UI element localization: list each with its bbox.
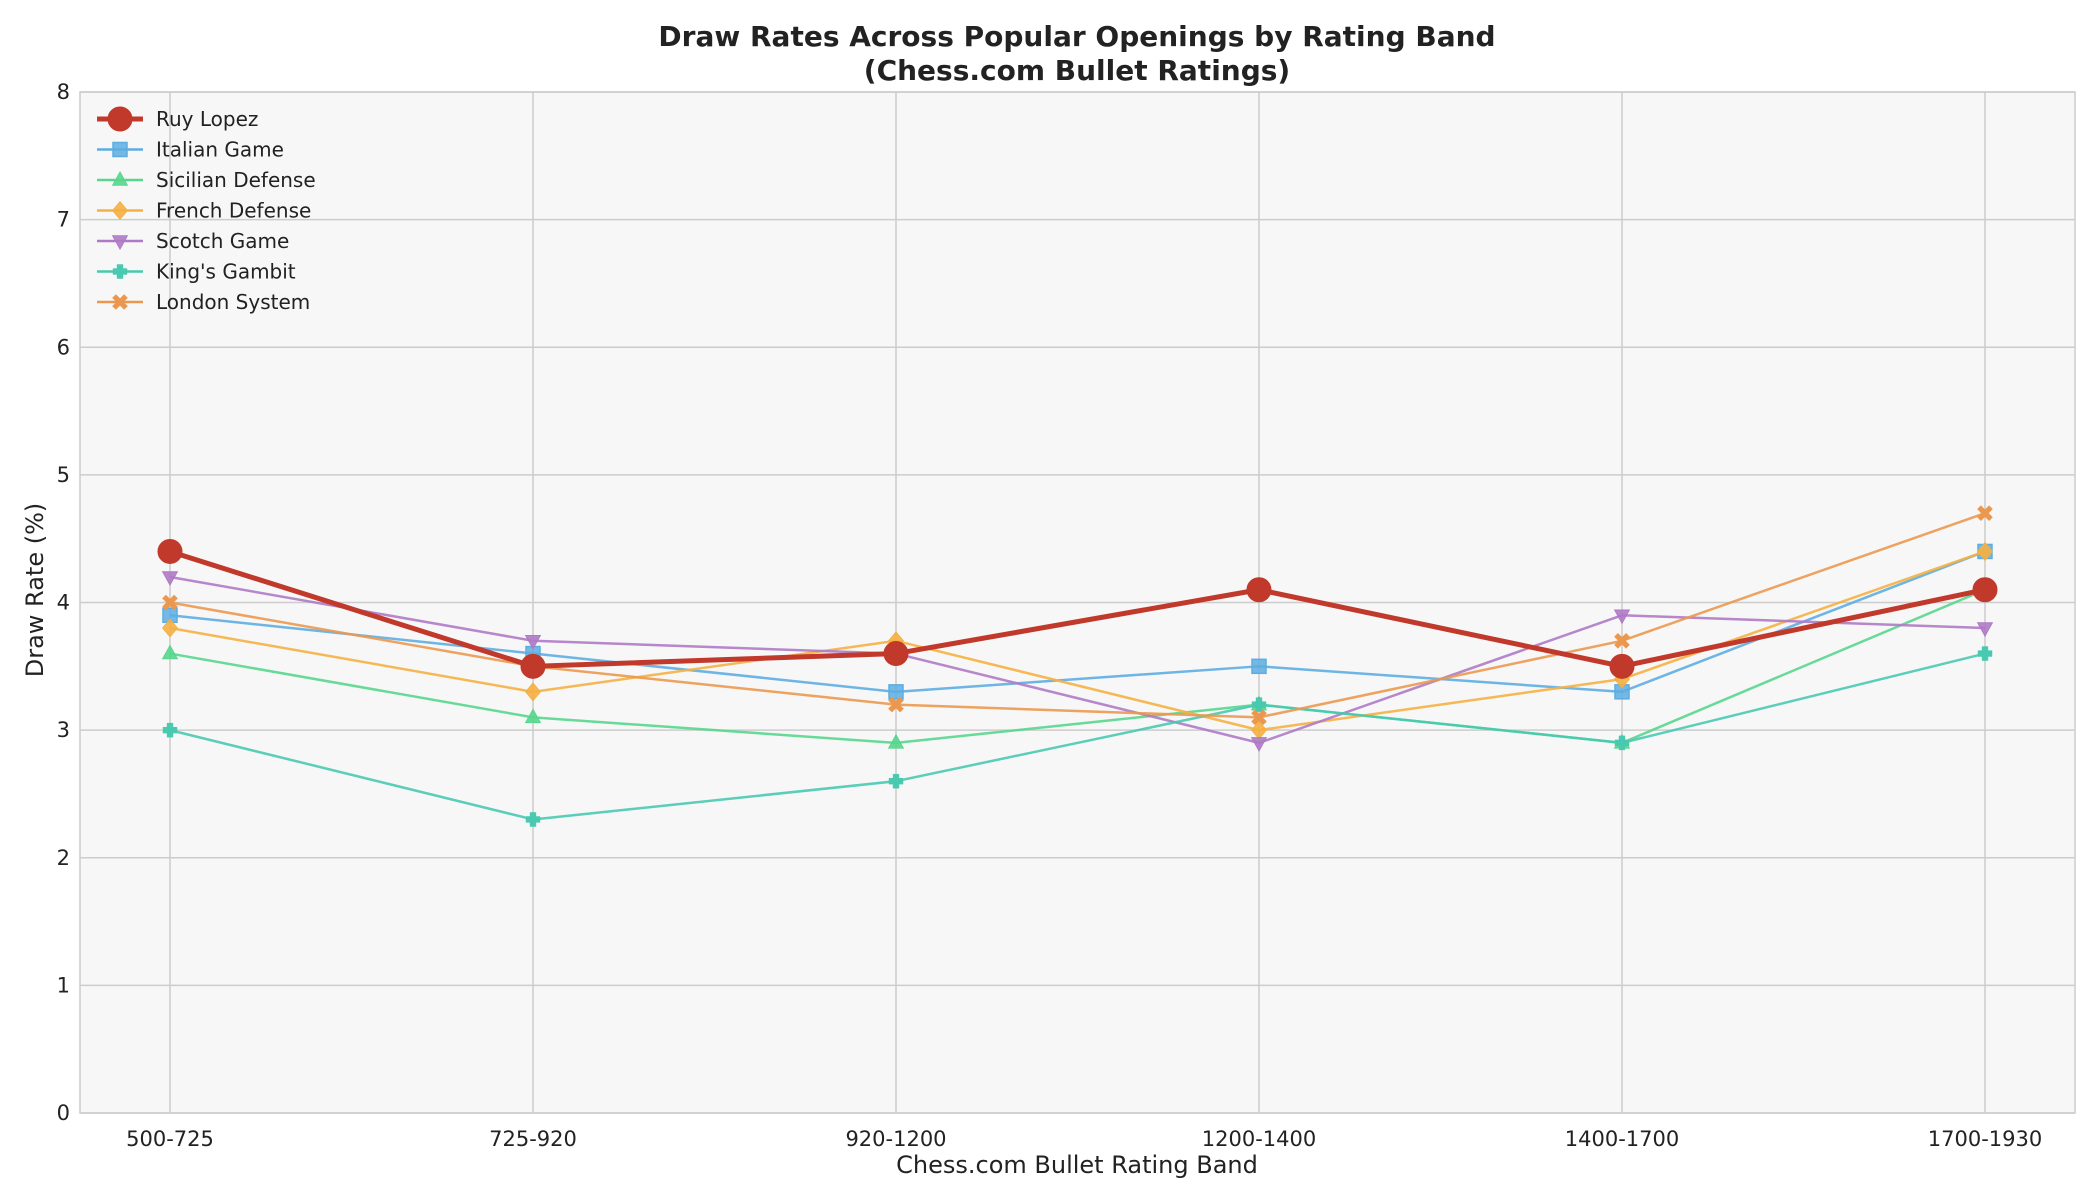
data-point xyxy=(1251,709,1267,726)
y-axis-ticks: 0 1 2 3 4 5 6 7 8 xyxy=(57,80,70,1125)
data-point xyxy=(1977,646,1993,661)
y-tick-label: 3 xyxy=(57,718,70,742)
legend-marker xyxy=(111,170,129,186)
data-point xyxy=(888,684,904,700)
data-point xyxy=(161,644,179,660)
legend-marker xyxy=(112,294,128,310)
data-point xyxy=(157,538,183,564)
x-marker-stroke xyxy=(1614,632,1630,649)
data-point xyxy=(161,571,179,587)
chart-title: Draw Rates Across Popular Openings by Ra… xyxy=(658,20,1495,53)
data-point xyxy=(1972,577,1998,603)
legend: Ruy Lopez Italian Game Sicilian Defense Fre… xyxy=(97,106,316,314)
legend-item: Scotch Game xyxy=(97,229,289,253)
data-point xyxy=(1251,658,1267,675)
y-tick-label: 0 xyxy=(57,1101,70,1125)
data-point xyxy=(1976,622,1994,638)
data-point xyxy=(883,641,909,667)
data-point xyxy=(1609,653,1635,679)
series-ruy-lopez xyxy=(157,538,1998,679)
series-line xyxy=(169,652,1986,821)
y-tick-label: 1 xyxy=(57,973,70,997)
data-point xyxy=(162,594,178,611)
x-tick-label: 500-725 xyxy=(126,1127,214,1151)
x-marker-stroke xyxy=(1251,709,1267,726)
y-tick-label: 8 xyxy=(57,80,70,104)
series-king-s-gambit xyxy=(162,646,1993,827)
series-line xyxy=(169,575,1986,745)
legend-marker xyxy=(112,264,128,279)
data-point xyxy=(161,618,179,638)
legend-label: Scotch Game xyxy=(156,229,289,253)
x-marker-stroke xyxy=(162,594,178,611)
legend-item: London System xyxy=(97,290,310,314)
y-tick-label: 2 xyxy=(57,846,70,870)
legend-marker xyxy=(111,235,129,251)
data-point xyxy=(1976,541,1994,561)
legend-item: Ruy Lopez xyxy=(97,106,258,132)
series-line xyxy=(169,550,1986,732)
series-line xyxy=(169,511,1986,719)
legend-label: Ruy Lopez xyxy=(156,107,258,131)
y-tick-label: 6 xyxy=(57,335,70,359)
legend-marker xyxy=(111,200,129,221)
legend-item: King's Gambit xyxy=(97,260,296,284)
x-tick-label: 725-920 xyxy=(489,1127,577,1151)
y-tick-label: 4 xyxy=(57,591,70,615)
x-tick-label: 1700-1930 xyxy=(1928,1127,2042,1151)
data-point xyxy=(1613,609,1631,625)
x-tick-label: 1200-1400 xyxy=(1202,1127,1316,1151)
x-axis-ticks: 500-725 725-920 920-1200 1200-1400 1400-1700… xyxy=(126,1127,2042,1151)
data-point xyxy=(520,653,546,679)
legend-item: Sicilian Defense xyxy=(97,168,316,192)
data-point xyxy=(1250,737,1268,752)
y-tick-label: 7 xyxy=(57,208,70,232)
data-point xyxy=(524,635,542,650)
data-point xyxy=(162,722,178,738)
series-layer xyxy=(157,505,1998,827)
data-point xyxy=(1246,577,1272,603)
y-axis-label: Draw Rate (%) xyxy=(21,503,49,678)
legend-label: French Defense xyxy=(156,199,311,223)
y-tick-label: 5 xyxy=(57,463,70,487)
series-line xyxy=(169,549,1986,669)
data-point xyxy=(525,812,541,827)
x-marker-stroke xyxy=(112,294,128,310)
plot-border xyxy=(79,91,2076,1114)
data-point xyxy=(524,708,542,724)
legend-label: King's Gambit xyxy=(156,260,296,284)
legend-item: Italian Game xyxy=(97,138,284,162)
data-point xyxy=(888,773,904,789)
legend-marker xyxy=(107,106,133,132)
legend-label: London System xyxy=(156,290,310,314)
data-point xyxy=(1977,505,1993,521)
data-point xyxy=(887,733,905,749)
x-marker-stroke xyxy=(888,696,904,713)
chart-subtitle: (Chess.com Bullet Ratings) xyxy=(864,54,1290,87)
x-marker-stroke xyxy=(1977,505,1993,521)
x-tick-label: 920-1200 xyxy=(845,1127,946,1151)
data-point xyxy=(888,696,904,713)
data-point xyxy=(1614,632,1630,649)
data-point xyxy=(524,682,542,702)
x-axis-label: Chess.com Bullet Rating Band xyxy=(896,1151,1258,1179)
series-line xyxy=(169,588,1986,745)
legend-marker xyxy=(112,141,128,158)
legend-item: French Defense xyxy=(97,199,311,223)
legend-label: Sicilian Defense xyxy=(156,168,316,192)
data-point xyxy=(1614,735,1630,751)
legend-label: Italian Game xyxy=(156,138,284,162)
x-tick-label: 1400-1700 xyxy=(1565,1127,1679,1151)
